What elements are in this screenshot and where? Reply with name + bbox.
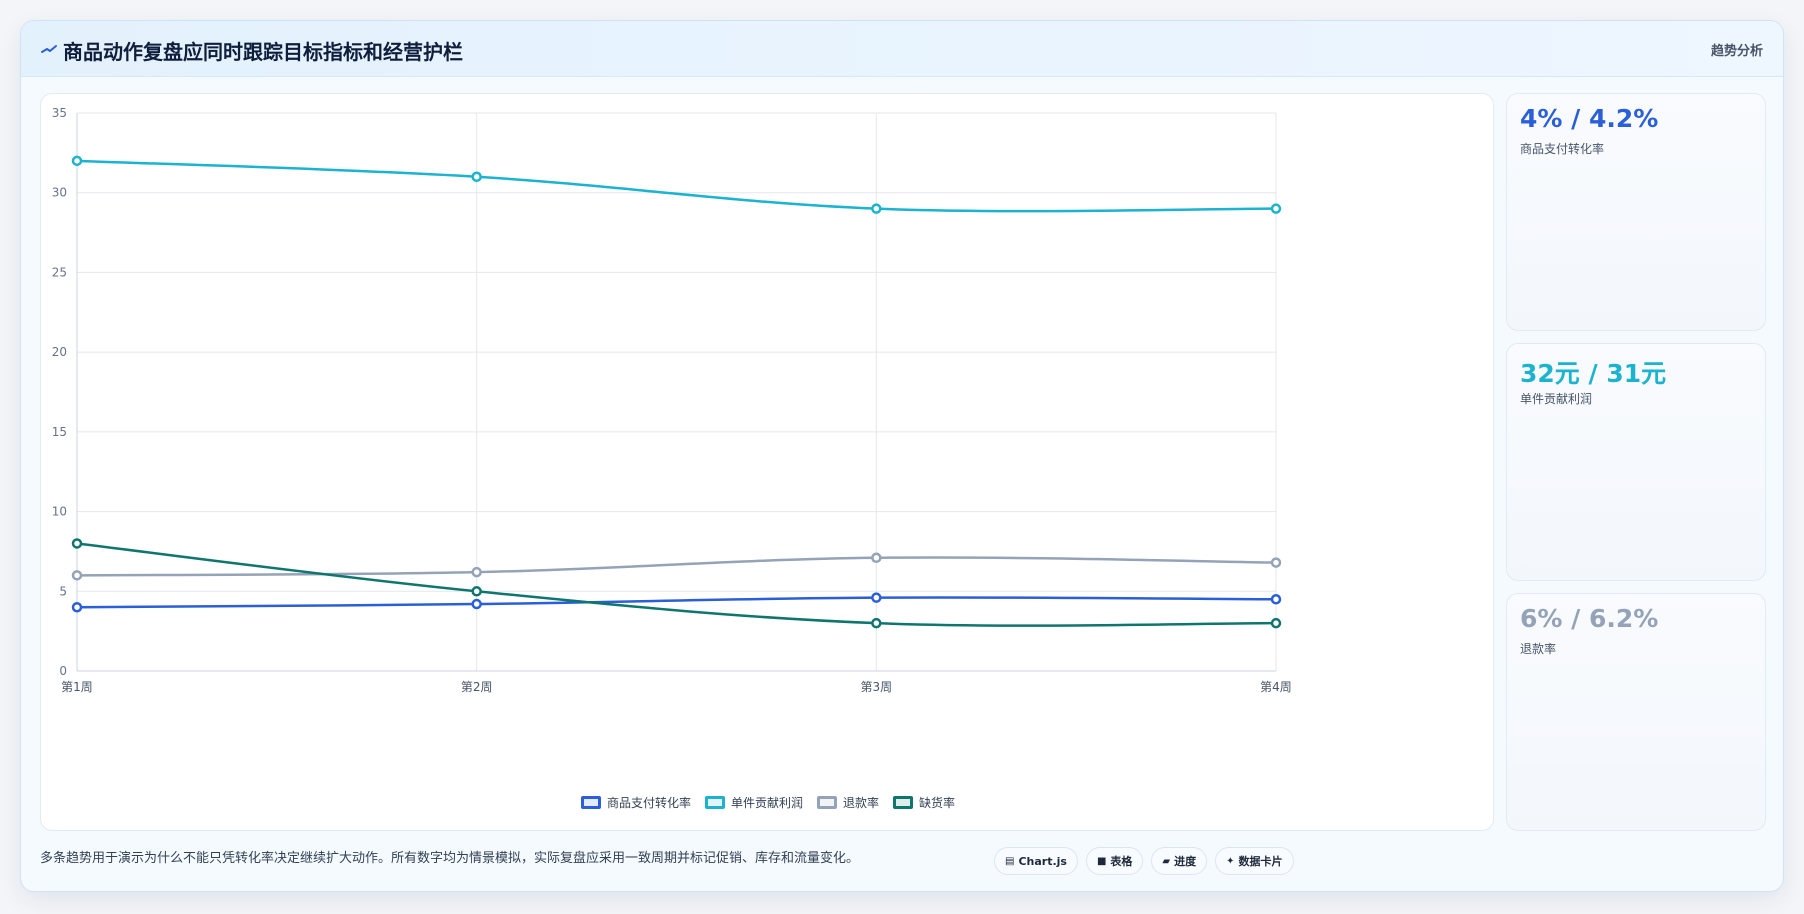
chip-button[interactable]: ▰ 进度 (1151, 847, 1208, 875)
trend-analysis-tag[interactable]: 趋势分析 (1710, 44, 1763, 59)
metric-card: 4% / 4.2% 商品支付转化率 (1506, 93, 1766, 331)
progress-icon: ▰ (1162, 855, 1171, 867)
metric-value: 4% / 4.2% (1520, 104, 1659, 133)
data-point[interactable] (71, 155, 83, 167)
sparkle-icon: ✦ (1226, 855, 1235, 867)
data-point[interactable] (471, 598, 482, 610)
chart-legend: 商品支付转化率 单件贡献利润 退款率 缺货率 (41, 792, 1495, 812)
line-chart: 0 5 10 15 20 25 30 35 第1周 第2周 第3周 第4周 (52, 106, 1292, 694)
data-point[interactable] (871, 617, 882, 629)
data-point[interactable] (71, 538, 83, 549)
metric-card: 6% / 6.2% 退款率 (1506, 593, 1766, 831)
legend-item[interactable]: 退款率 (817, 792, 879, 812)
legend-label: 单件贡献利润 (730, 795, 803, 810)
view-switcher: ▤ Chart.js ■ 表格 ▰ 进度 ✦ 数据卡片 (994, 847, 1294, 875)
legend-swatch (704, 795, 725, 809)
x-tick-label: 第2周 (461, 680, 493, 694)
legend-item[interactable]: 缺货率 (893, 792, 955, 812)
x-tick-label: 第3周 (861, 680, 893, 694)
dashboard-panel: 商品动作复盘应同时跟踪目标指标和经营护栏 趋势分析 0 5 10 15 20 25 30 35… (20, 20, 1784, 892)
data-point[interactable] (471, 171, 482, 183)
chip-button[interactable]: ■ 表格 (1085, 847, 1144, 875)
footer-note: 多条趋势用于演示为什么不能只凭转化率决定继续扩大动作。所有数字均为情景模拟，实际… (40, 851, 860, 866)
data-point[interactable] (1270, 557, 1282, 568)
series-line-0 (76, 596, 1277, 609)
metric-label: 退款率 (1520, 642, 1557, 656)
y-tick-label: 10 (52, 505, 67, 519)
legend-swatch (580, 795, 601, 809)
chart-icon: ▤ (1005, 855, 1015, 867)
chip-label: 数据卡片 (1238, 855, 1283, 868)
data-point[interactable] (1270, 594, 1282, 605)
y-tick-label: 0 (59, 664, 67, 678)
data-point[interactable] (471, 586, 482, 597)
table-icon: ■ (1096, 855, 1107, 867)
data-point[interactable] (471, 566, 482, 578)
data-point[interactable] (871, 203, 882, 214)
metric-value: 6% / 6.2% (1520, 604, 1659, 633)
metric-cards: 4% / 4.2% 商品支付转化率 32元 / 31元 单件贡献利润 6% / 6.2%… (1506, 93, 1766, 831)
x-tick-label: 第4周 (1260, 680, 1292, 694)
chip-label: 进度 (1174, 855, 1197, 868)
metric-card: 32元 / 31元单件贡献利润 (1506, 343, 1766, 581)
data-point[interactable] (871, 592, 882, 603)
legend-item[interactable]: 商品支付转化率 (580, 792, 691, 812)
legend-swatch (817, 795, 837, 809)
chip-button[interactable]: ✦ 数据卡片 (1215, 847, 1294, 875)
data-point[interactable] (71, 570, 83, 581)
x-tick-label: 第1周 (61, 680, 93, 694)
chip-label: Chart.js (1018, 854, 1067, 868)
chip-button[interactable]: ▤ Chart.js (994, 847, 1078, 875)
y-tick-label: 25 (52, 265, 67, 279)
legend-label: 缺货率 (919, 795, 956, 810)
metric-label: 单件贡献利润 (1520, 392, 1593, 406)
panel-header: 商品动作复盘应同时跟踪目标指标和经营护栏 趋势分析 (21, 21, 1783, 77)
line-chart-container: 0 5 10 15 20 25 30 35 第1周 第2周 第3周 第4周 商品支付转化率 单件贡献利润… (40, 93, 1494, 831)
metric-label: 商品支付转化率 (1520, 142, 1605, 156)
y-tick-label: 35 (52, 106, 67, 120)
data-point[interactable] (71, 601, 83, 613)
legend-item[interactable]: 单件贡献利润 (704, 792, 803, 812)
y-tick-label: 15 (52, 425, 67, 439)
data-point[interactable] (1270, 617, 1282, 629)
legend-label: 退款率 (843, 795, 880, 810)
legend-swatch (893, 795, 914, 809)
series-line-2 (76, 556, 1277, 577)
metric-value: 32元 / 31元 (1520, 359, 1667, 388)
chip-label: 表格 (1110, 855, 1133, 868)
legend-label: 商品支付转化率 (606, 795, 691, 810)
series-line-3 (76, 542, 1277, 627)
data-point[interactable] (1270, 203, 1282, 214)
y-tick-label: 20 (52, 345, 67, 359)
data-point[interactable] (871, 552, 882, 564)
y-tick-label: 30 (52, 186, 67, 200)
trend-line-icon (41, 45, 57, 53)
y-tick-label: 5 (59, 584, 67, 598)
series-line-1 (76, 159, 1277, 213)
page-title: 商品动作复盘应同时跟踪目标指标和经营护栏 (63, 40, 463, 64)
